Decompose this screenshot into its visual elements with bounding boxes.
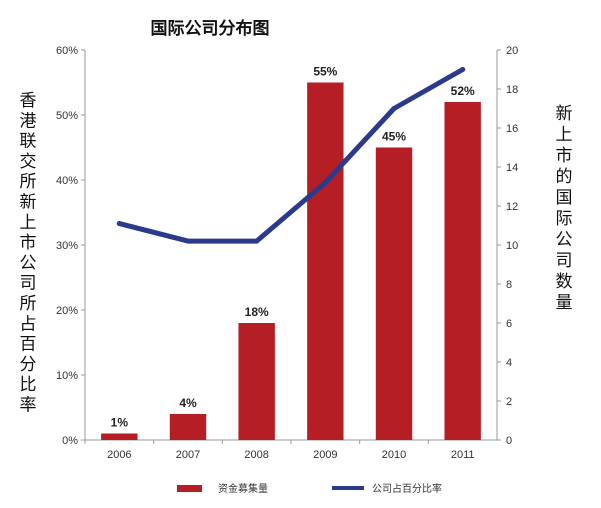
chart-title: 国际公司分布图	[151, 18, 270, 39]
right-tick-label: 18	[506, 84, 518, 96]
right-tick-label: 20	[506, 45, 518, 57]
right-axis-ticks: 0 2 4 6 8 10 12 14 16 18 20	[497, 45, 518, 447]
left-tick-label: 0%	[62, 435, 78, 447]
right-tick-label: 14	[506, 162, 518, 174]
x-tick-label: 2010	[382, 449, 406, 461]
left-tick-label: 50%	[56, 110, 78, 122]
bar-label-2011: 52%	[451, 84, 475, 98]
bar-2010	[375, 147, 413, 440]
bar-label-2009: 55%	[313, 65, 337, 79]
line-point-2008	[254, 238, 260, 244]
legend-bar-label: 资金募集量	[218, 482, 268, 495]
line-point-2009	[322, 180, 328, 186]
bar-2009	[307, 82, 344, 440]
right-tick-label: 16	[506, 123, 518, 135]
left-axis-ticks: 0% 10% 20% 30% 40% 50% 60%	[56, 45, 85, 447]
x-axis-ticks: 2006 2007 2008 2009 2010 2011	[84, 440, 475, 461]
legend-bar-swatch	[177, 485, 202, 492]
left-axis-title-text: 香港联交所新上市公司所占百分比率	[20, 91, 37, 416]
bar-label-2007: 4%	[179, 396, 197, 410]
line-point-2006	[116, 221, 122, 227]
bar-2006	[101, 433, 138, 440]
right-tick-label: 2	[506, 396, 512, 408]
bar-label-2006: 1%	[111, 416, 129, 430]
right-tick-label: 8	[506, 279, 512, 291]
left-tick-label: 30%	[56, 240, 78, 252]
right-axis-title: 新上市的国际公司数量	[556, 104, 573, 313]
right-axis-title-text: 新上市的国际公司数量	[556, 104, 573, 313]
bar-label-2008: 18%	[245, 305, 269, 319]
line-point-2011	[460, 67, 466, 72]
bar-series	[101, 82, 481, 440]
right-tick-label: 4	[506, 357, 512, 369]
line-point-2010	[391, 106, 397, 111]
right-tick-label: 10	[506, 240, 518, 252]
x-tick-label: 2006	[107, 449, 131, 461]
legend-line-label: 公司占百分比率	[372, 482, 442, 495]
left-tick-label: 20%	[56, 305, 78, 317]
bar-2011	[444, 102, 481, 440]
bar-2007	[169, 414, 207, 440]
left-tick-label: 60%	[56, 45, 78, 57]
legend: 资金募集量 公司占百分比率	[177, 482, 442, 495]
series-line	[116, 67, 466, 244]
left-tick-label: 40%	[56, 175, 78, 187]
left-tick-label: 10%	[56, 370, 78, 382]
right-tick-label: 0	[506, 435, 512, 447]
x-tick-label: 2007	[176, 449, 200, 461]
x-tick-label: 2011	[451, 449, 475, 461]
x-tick-label: 2008	[244, 449, 268, 461]
right-tick-label: 12	[506, 201, 518, 213]
bar-data-labels: 1% 4% 18% 55% 45% 52%	[111, 65, 475, 430]
left-axis-title: 香港联交所新上市公司所占百分比率	[20, 91, 37, 416]
line-series	[116, 67, 466, 244]
x-tick-label: 2009	[313, 449, 337, 461]
line-point-2007	[185, 238, 191, 244]
right-tick-label: 6	[506, 318, 512, 330]
bar-2008	[238, 323, 275, 440]
bar-label-2010: 45%	[382, 130, 406, 144]
